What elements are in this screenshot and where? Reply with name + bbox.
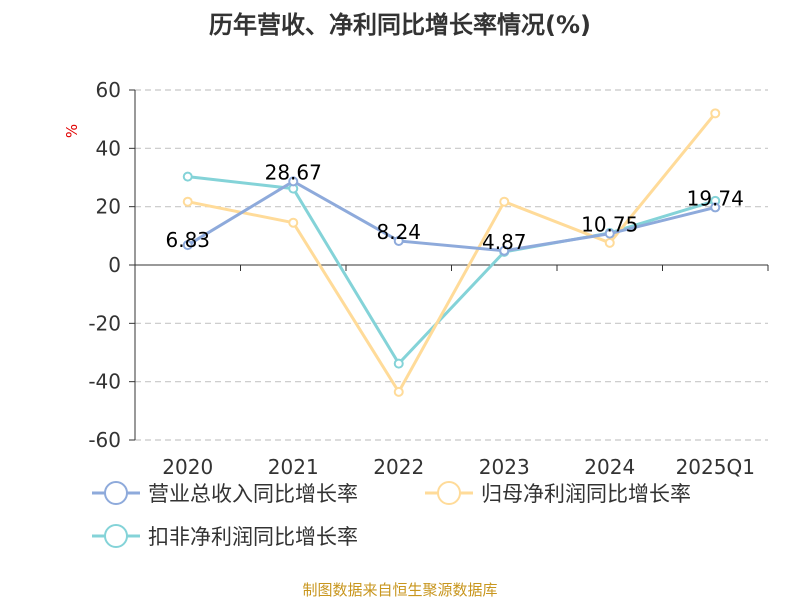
- data-point: [288, 217, 299, 228]
- y-tick-label: 20: [96, 195, 121, 219]
- data-point: [182, 240, 193, 251]
- data-point: [710, 108, 721, 119]
- data-point: [393, 386, 404, 397]
- data-point: [499, 196, 510, 207]
- source-note: 制图数据来自恒生聚源数据库: [302, 581, 497, 599]
- grid: [135, 89, 768, 441]
- x-tick-label: 2020: [162, 455, 213, 479]
- series-line: [186, 179, 716, 253]
- y-tick-label: -40: [88, 370, 121, 394]
- data-label: 8.24: [376, 220, 421, 244]
- legend-marker: [104, 524, 128, 548]
- x-tick-label: 2023: [479, 455, 530, 479]
- y-tick-label: 60: [96, 78, 121, 102]
- data-point: [182, 196, 193, 207]
- x-tick-label: 2022: [373, 455, 424, 479]
- x-axis: 2020 2021 2022 2023 2024 2025Q1: [134, 264, 769, 479]
- x-tick-label: 2024: [584, 455, 635, 479]
- y-axis-label: %: [63, 124, 81, 138]
- data-label: 10.75: [581, 213, 638, 237]
- data-label: 28.67: [265, 160, 322, 184]
- y-tick-label: -60: [88, 428, 121, 452]
- data-point: [710, 202, 721, 213]
- legend-marker: [104, 481, 128, 505]
- chart-title: 历年营收、净利同比增长率情况(%): [209, 11, 591, 39]
- data-point: [182, 171, 193, 182]
- legend-label: 扣非净利润同比增长率: [148, 525, 358, 549]
- data-point: [604, 237, 615, 248]
- data-point: [499, 245, 510, 256]
- legend-label: 归母净利润同比增长率: [481, 482, 691, 506]
- y-tick-label: 40: [96, 136, 121, 160]
- data-point: [393, 235, 404, 246]
- series-line: [187, 175, 716, 367]
- y-tick-label: 0: [108, 253, 121, 277]
- legend-label: 营业总收入同比增长率: [148, 482, 358, 506]
- x-tick-label: 2021: [268, 455, 319, 479]
- series-lines: 6.83 28.67 8.24 4.87 10.75 19.74: [165, 108, 744, 397]
- x-tick-label: 2025Q1: [676, 455, 755, 479]
- y-ticks: 60 40 20 0 -20 -40 -60: [88, 78, 136, 452]
- data-point: [393, 358, 404, 369]
- data-label: 6.83: [165, 228, 210, 252]
- data-label: 19.74: [687, 186, 744, 210]
- data-point: [604, 228, 615, 239]
- series-line: [187, 112, 717, 395]
- legend-marker: [437, 481, 461, 505]
- data-point: [288, 176, 299, 187]
- data-label: 4.87: [482, 230, 527, 254]
- y-tick-label: -20: [88, 311, 121, 335]
